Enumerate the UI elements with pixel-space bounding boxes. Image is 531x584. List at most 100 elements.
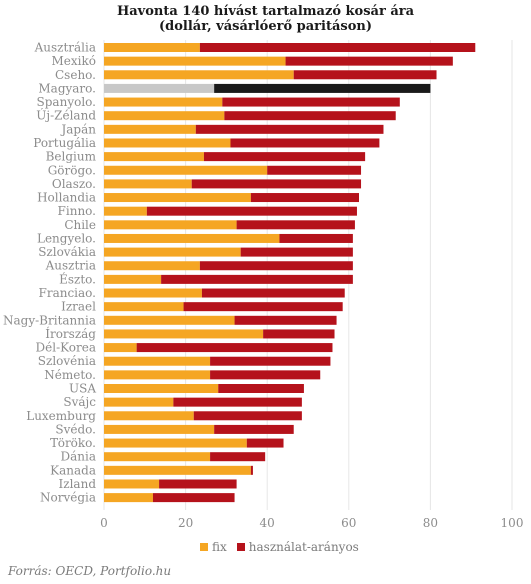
bar-usage-11 — [250, 193, 359, 203]
category-label-30: Dánia — [61, 450, 97, 464]
bar-usage-24 — [210, 370, 321, 380]
bar-usage-30 — [210, 452, 266, 462]
bar-usage-22 — [136, 343, 333, 353]
bar-usage-29 — [246, 438, 284, 448]
bar-usage-7 — [230, 138, 380, 148]
bar-usage-19 — [183, 302, 343, 312]
bar-usage-1 — [285, 56, 453, 66]
category-label-24: Németo. — [44, 368, 96, 382]
category-label-20: Nagy-Britannia — [3, 313, 96, 327]
bar-fix-28 — [104, 424, 215, 434]
bar-fix-8 — [104, 152, 204, 162]
x-tick-label-60: 60 — [341, 516, 356, 530]
legend-label-fix: fix — [212, 540, 227, 554]
bar-usage-12 — [146, 206, 357, 216]
x-tick-label-20: 20 — [178, 516, 193, 530]
category-label-11: Hollandia — [37, 191, 96, 205]
bar-fix-14 — [104, 233, 280, 243]
category-label-14: Lengyelo. — [37, 231, 96, 245]
category-label-23: Szlovénia — [38, 354, 96, 368]
category-labels: AusztráliaMexikóCseho.Magyaro.Spanyolo.Ú… — [3, 41, 97, 505]
bar-fix-7 — [104, 138, 231, 148]
bar-usage-8 — [203, 152, 366, 162]
chart-title-line1: Havonta 140 hívást tartalmazó kosár ára — [116, 4, 415, 19]
bar-fix-0 — [104, 43, 200, 52]
category-label-1: Mexikó — [52, 54, 97, 68]
category-label-15: Szlovákia — [38, 245, 96, 259]
bar-usage-5 — [224, 111, 396, 121]
bar-usage-25 — [218, 384, 304, 393]
bar-fix-19 — [104, 302, 184, 312]
bar-usage-16 — [199, 261, 353, 271]
bar-usage-3 — [214, 83, 431, 93]
category-label-28: Svédo. — [55, 422, 96, 436]
bar-fix-30 — [104, 452, 211, 462]
bar-fix-2 — [104, 70, 294, 80]
bar-usage-17 — [161, 274, 353, 284]
bar-fix-23 — [104, 356, 211, 366]
category-label-29: Töröko. — [50, 436, 96, 450]
x-tick-label-40: 40 — [260, 516, 275, 530]
category-label-9: Görögo. — [48, 163, 96, 177]
bar-fix-21 — [104, 329, 264, 339]
category-label-3: Magyaro. — [38, 81, 96, 95]
bar-fix-31 — [104, 465, 251, 475]
category-label-8: Belgium — [46, 150, 97, 164]
bar-fix-32 — [104, 479, 160, 489]
category-label-22: Dél-Korea — [36, 341, 96, 355]
bar-usage-26 — [173, 397, 302, 407]
category-label-0: Ausztrália — [34, 41, 96, 55]
category-label-26: Svájc — [63, 395, 96, 409]
bar-usage-15 — [240, 247, 353, 257]
bar-fix-6 — [104, 124, 196, 134]
legend-swatch-fix — [200, 543, 208, 551]
bar-usage-32 — [159, 479, 237, 489]
category-label-5: Új-Zéland — [36, 107, 96, 123]
bar-usage-10 — [191, 179, 362, 189]
category-label-21: Írország — [45, 326, 96, 341]
chart-title-line2: (dollár, vásárlóerő paritáson) — [159, 19, 372, 34]
bar-fix-29 — [104, 438, 247, 448]
legend-item-usage: használat-arányos — [236, 540, 359, 554]
category-label-10: Olaszo. — [52, 177, 96, 191]
category-label-16: Ausztria — [45, 259, 96, 273]
legend: fix használat-arányos — [200, 540, 369, 554]
category-label-31: Kanada — [50, 463, 96, 477]
bar-fix-17 — [104, 274, 162, 284]
bar-usage-27 — [193, 411, 302, 421]
legend-item-fix: fix — [200, 540, 227, 554]
bar-usage-2 — [293, 70, 437, 80]
bar-usage-28 — [214, 424, 294, 434]
bar-usage-4 — [222, 97, 400, 107]
source-note: Forrás: OECD, Portfolio.hu — [8, 564, 172, 578]
category-label-12: Finno. — [58, 204, 96, 218]
category-label-13: Chile — [64, 218, 96, 232]
bar-usage-23 — [210, 356, 331, 366]
bar-usage-9 — [267, 165, 362, 175]
bar-fix-11 — [104, 193, 251, 203]
bar-usage-21 — [263, 329, 335, 339]
bar-fix-27 — [104, 411, 194, 421]
bar-fix-12 — [104, 206, 147, 216]
bar-fix-26 — [104, 397, 174, 407]
category-label-2: Cseho. — [55, 68, 96, 82]
category-label-7: Portugália — [33, 136, 96, 150]
bar-fix-10 — [104, 179, 192, 189]
x-tick-label-0: 0 — [100, 516, 108, 530]
x-axis-ticks: 0 20 40 60 80 100 — [100, 516, 523, 530]
bar-fix-18 — [104, 288, 202, 298]
category-label-17: Észto. — [59, 271, 96, 286]
category-label-18: Franciao. — [39, 286, 97, 300]
bar-fix-33 — [104, 493, 153, 503]
bar-usage-33 — [152, 493, 235, 503]
legend-label-usage: használat-arányos — [248, 540, 359, 554]
bar-fix-20 — [104, 315, 235, 325]
bar-fix-25 — [104, 384, 219, 393]
category-label-32: Izland — [59, 477, 97, 491]
category-label-19: Izrael — [61, 300, 96, 314]
bar-fix-5 — [104, 111, 225, 121]
bar-fix-1 — [104, 56, 286, 66]
bar-fix-16 — [104, 261, 200, 271]
x-tick-label-80: 80 — [423, 516, 438, 530]
